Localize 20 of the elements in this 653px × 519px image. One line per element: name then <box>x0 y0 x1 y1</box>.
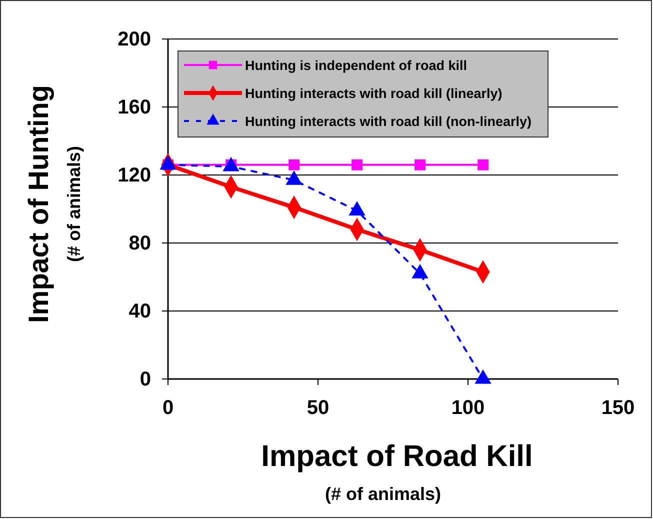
x-axis-title: Impact of Road Kill (# of animals) <box>261 440 533 504</box>
legend-label: Hunting interacts with road kill (non-linearly) <box>245 114 532 129</box>
y-tick-label: 120 <box>118 164 151 186</box>
x-tick-label: 0 <box>162 397 174 419</box>
point <box>478 159 488 170</box>
point <box>352 159 362 170</box>
y-axis-title: Impact of Hunting (# of animals) <box>23 85 84 323</box>
y-tick-label: 200 <box>118 28 151 50</box>
x-tick-label: 150 <box>601 397 635 419</box>
legend-label: Hunting is independent of road kill <box>245 58 467 73</box>
x-tick-label: 100 <box>451 397 485 419</box>
y-tick-label: 80 <box>128 232 151 254</box>
y-tick-label: 40 <box>128 300 151 322</box>
legend-label: Hunting interacts with road kill (linearly) <box>245 86 502 101</box>
y-tick-label: 160 <box>118 96 151 118</box>
x-tick-label: 50 <box>306 397 330 419</box>
point <box>474 369 492 384</box>
y-tick-label: 0 <box>140 368 151 390</box>
point <box>414 159 426 170</box>
point <box>288 159 300 170</box>
